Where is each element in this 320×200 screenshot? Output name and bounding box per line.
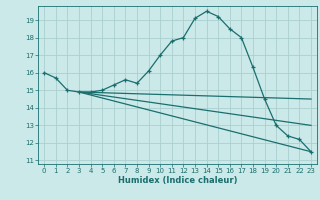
X-axis label: Humidex (Indice chaleur): Humidex (Indice chaleur) — [118, 176, 237, 185]
